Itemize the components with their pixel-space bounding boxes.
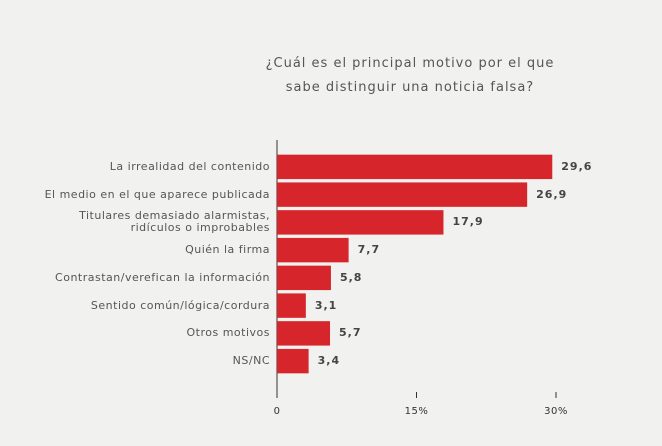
bar <box>277 293 306 318</box>
bar <box>277 348 309 374</box>
x-tick-label: 15% <box>404 406 429 417</box>
value-label: 7,7 <box>357 243 381 257</box>
bar <box>277 210 444 235</box>
bar <box>277 265 331 291</box>
bar <box>277 154 553 180</box>
bar <box>277 182 528 207</box>
chart-title: ¿Cuál es el principal motivo por el que … <box>265 56 555 95</box>
value-label: 3,4 <box>317 354 341 368</box>
value-label: 5,7 <box>339 326 362 340</box>
y-tick-label: Sentido común/lógica/cordura <box>90 298 270 312</box>
y-tick-label: NS/NC <box>232 354 270 368</box>
x-tick-label: 30% <box>544 406 568 417</box>
value-label: 17,9 <box>452 215 484 229</box>
x-tick-label: 0 <box>273 406 281 417</box>
y-tick-label: Titulares demasiado alarmistas, ridículo… <box>79 209 270 235</box>
bar <box>277 237 349 263</box>
bar <box>277 321 331 346</box>
y-tick-label: Otros motivos <box>186 326 270 340</box>
value-label: 26,9 <box>536 187 568 201</box>
value-label: 29,6 <box>561 159 593 173</box>
y-tick-label: El medio en el que aparece publicada <box>44 187 270 201</box>
y-tick-label: Contrastan/verefican la información <box>55 270 270 284</box>
y-tick-label: Quién la firma <box>185 243 270 257</box>
y-tick-label: La irrealidad del contenido <box>109 159 270 173</box>
value-label: 5,8 <box>339 270 363 284</box>
value-label: 3,1 <box>314 298 338 312</box>
